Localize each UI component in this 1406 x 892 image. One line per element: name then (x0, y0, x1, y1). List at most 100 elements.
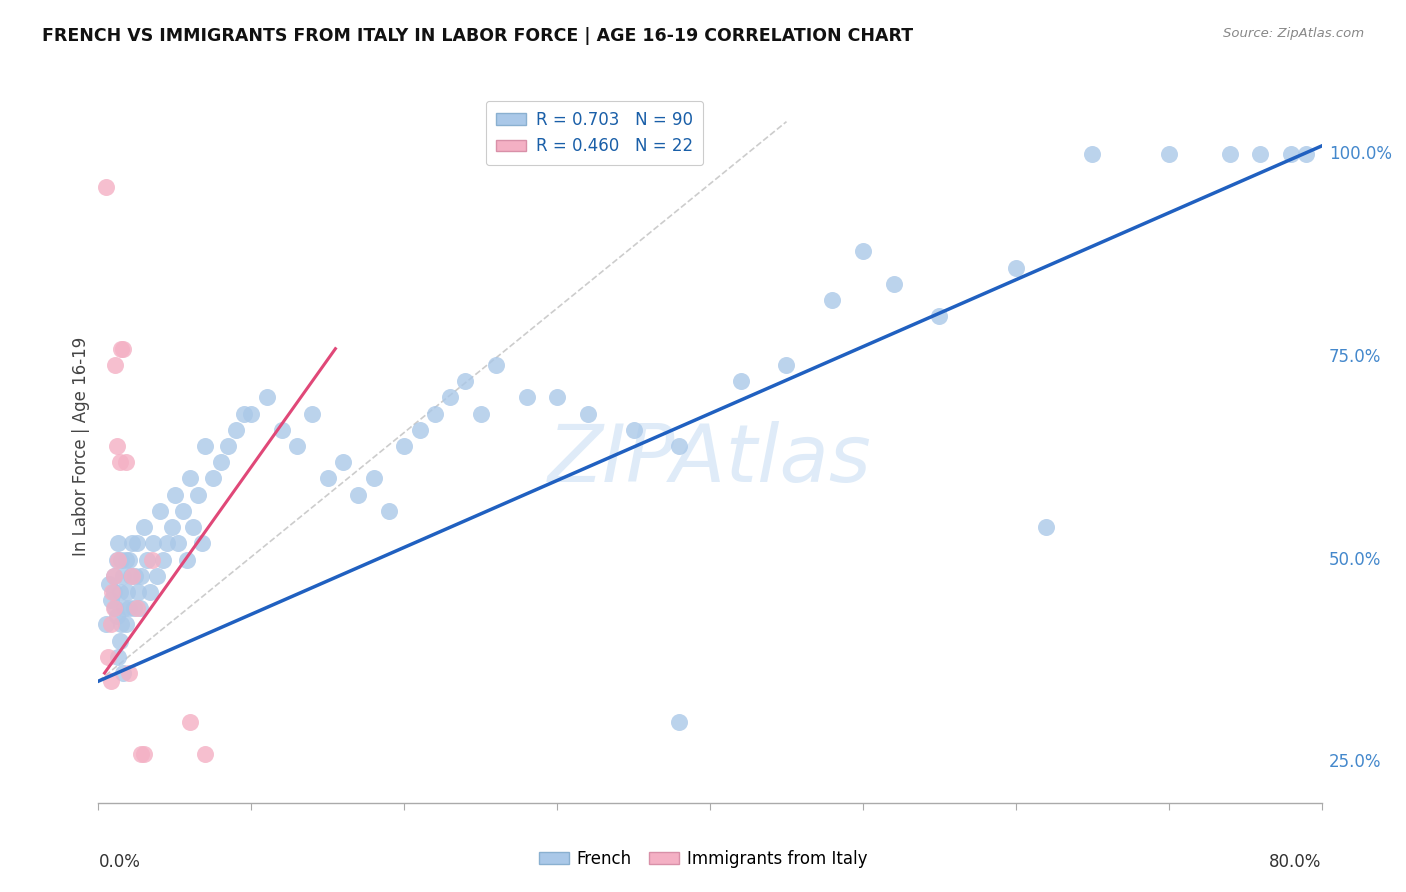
Point (285, 439, 308, 453)
Point (1249, 147, 1271, 161)
Point (94, 179, 117, 194)
Point (118, 601, 141, 615)
Point (107, 552, 129, 566)
Point (163, 488, 186, 502)
Point (194, 747, 217, 761)
Point (181, 520, 204, 534)
Point (104, 601, 127, 615)
Point (225, 423, 247, 437)
Point (110, 342, 132, 356)
Point (232, 407, 254, 421)
Point (209, 455, 232, 469)
Point (115, 617, 138, 632)
Point (122, 601, 145, 615)
Point (115, 455, 138, 469)
Point (363, 471, 385, 485)
Point (167, 536, 190, 550)
Point (129, 747, 152, 761)
Point (145, 568, 167, 582)
Point (107, 649, 129, 664)
Point (100, 674, 122, 689)
Point (485, 358, 508, 372)
Text: Source: ZipAtlas.com: Source: ZipAtlas.com (1223, 27, 1364, 40)
Point (129, 568, 152, 582)
Point (668, 439, 690, 453)
Point (125, 601, 148, 615)
Point (101, 585, 124, 599)
Point (1295, 147, 1317, 161)
Point (105, 609, 128, 624)
Point (392, 439, 416, 453)
Point (883, 277, 905, 291)
Text: FRENCH VS IMMIGRANTS FROM ITALY IN LABOR FORCE | AGE 16-19 CORRELATION CHART: FRENCH VS IMMIGRANTS FROM ITALY IN LABOR… (42, 27, 914, 45)
Point (103, 568, 125, 582)
Point (100, 617, 122, 632)
Point (623, 423, 645, 437)
Point (408, 423, 430, 437)
Point (98, 577, 121, 591)
Point (94, 617, 117, 632)
Point (124, 568, 146, 582)
Point (111, 342, 134, 356)
Text: 75.0%: 75.0% (1329, 348, 1381, 366)
Point (121, 568, 143, 582)
Point (117, 585, 139, 599)
Point (470, 407, 492, 421)
Point (176, 552, 198, 566)
Point (125, 536, 148, 550)
Point (111, 666, 134, 681)
Point (103, 585, 125, 599)
Text: 80.0%: 80.0% (1270, 853, 1322, 871)
Point (1004, 260, 1026, 275)
Point (105, 552, 128, 566)
Text: 100.0%: 100.0% (1329, 145, 1392, 163)
Point (104, 358, 127, 372)
Point (775, 358, 797, 372)
Point (454, 374, 477, 388)
Point (141, 552, 163, 566)
Point (110, 617, 132, 632)
Point (730, 374, 752, 388)
Point (194, 439, 217, 453)
Point (152, 552, 174, 566)
Point (1279, 147, 1302, 161)
Point (1219, 147, 1241, 161)
Point (108, 455, 131, 469)
Point (134, 520, 156, 534)
Point (111, 568, 134, 582)
Point (100, 593, 122, 607)
Point (108, 633, 131, 648)
Point (156, 536, 179, 550)
Point (179, 471, 201, 485)
Point (928, 310, 950, 324)
Point (139, 585, 162, 599)
Point (149, 504, 172, 518)
Point (1081, 147, 1104, 161)
Point (821, 293, 844, 307)
Point (121, 536, 143, 550)
Legend: R = 0.703   N = 90, R = 0.460   N = 22: R = 0.703 N = 90, R = 0.460 N = 22 (486, 101, 703, 165)
Point (852, 244, 875, 259)
Point (423, 407, 446, 421)
Point (439, 390, 461, 404)
Point (378, 504, 401, 518)
Point (172, 504, 194, 518)
Point (112, 601, 135, 615)
Point (103, 601, 125, 615)
Point (128, 601, 150, 615)
Text: 25.0%: 25.0% (1329, 753, 1381, 772)
Point (332, 455, 354, 469)
Point (202, 471, 225, 485)
Text: ZIPAtlas: ZIPAtlas (548, 421, 872, 500)
Point (191, 536, 214, 550)
Text: 50.0%: 50.0% (1329, 550, 1381, 568)
Point (546, 390, 568, 404)
Point (240, 407, 263, 421)
Point (118, 666, 141, 681)
Point (668, 714, 690, 729)
Point (576, 407, 599, 421)
Point (217, 439, 239, 453)
Point (316, 471, 339, 485)
Point (115, 552, 138, 566)
Legend: French, Immigrants from Italy: French, Immigrants from Italy (531, 844, 875, 875)
